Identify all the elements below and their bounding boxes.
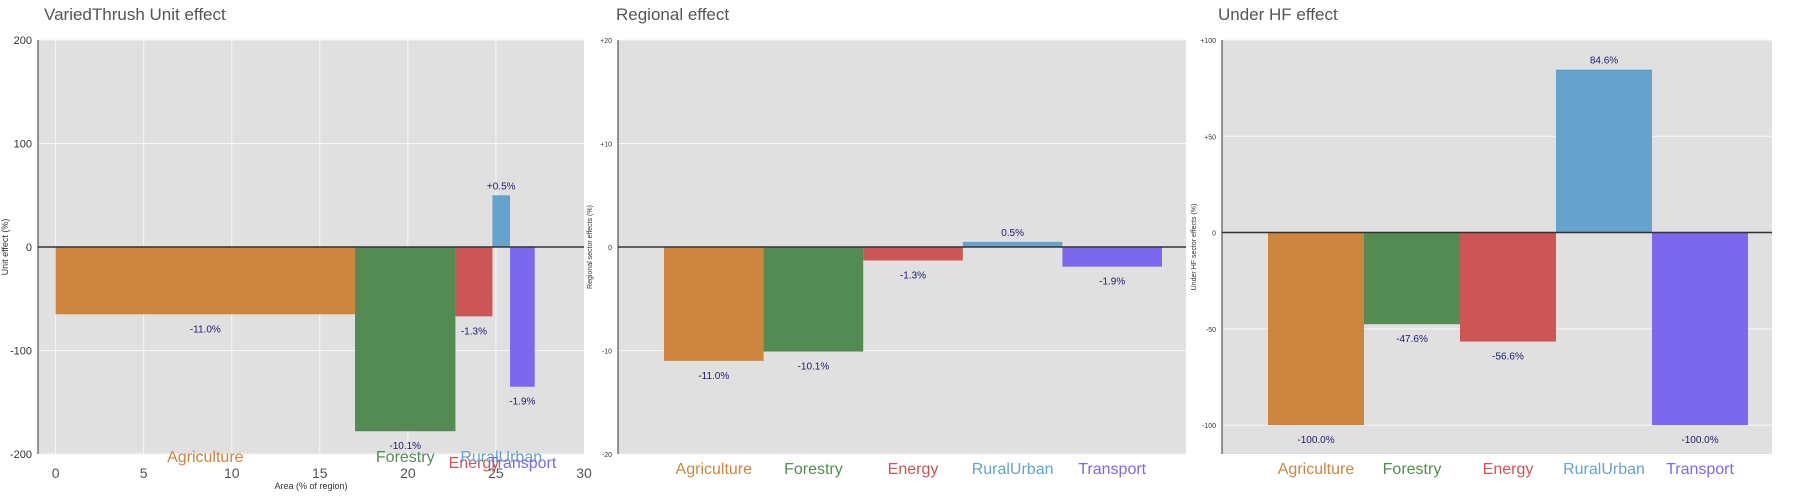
category-label: Forestry (784, 461, 843, 478)
x-tick-label: 0 (52, 465, 60, 481)
category-label: Forestry (1383, 461, 1442, 478)
x-tick-label: 30 (576, 465, 592, 481)
y-tick-label: 0 (1212, 231, 1216, 238)
bar-agriculture (664, 247, 764, 361)
y-tick-label: -50 (1206, 327, 1216, 334)
data-label: -1.3% (900, 270, 926, 281)
category-label: Forestry (376, 449, 435, 466)
y-tick-label: -100 (10, 346, 32, 358)
x-tick-label: 25 (488, 465, 504, 481)
y-tick-label: +10 (600, 142, 612, 149)
data-label: -11.0% (698, 371, 729, 382)
bar-ruralurban (1556, 69, 1652, 233)
data-label: -10.1% (389, 441, 421, 452)
bar-energy (1460, 232, 1556, 342)
data-label: -1.3% (461, 326, 487, 337)
data-label: +0.5% (487, 181, 516, 192)
category-label: Energy (449, 455, 500, 472)
y-tick-label: -10 (602, 349, 612, 356)
bar-forestry (355, 247, 456, 432)
chart-title: Under HF effect (1218, 5, 1338, 24)
bar-forestry (1364, 232, 1460, 325)
bar-ruralurban (962, 241, 1063, 247)
bar-ruralurban (492, 195, 511, 247)
bar-energy (863, 247, 963, 261)
bar-transport (1062, 247, 1162, 267)
y-tick-label: 0 (26, 242, 32, 254)
y-tick-label: 200 (14, 35, 32, 47)
data-label: -100.0% (1681, 435, 1718, 446)
bar-forestry (763, 247, 864, 352)
y-tick-label: +100 (1200, 38, 1216, 45)
bar-agriculture (55, 247, 356, 315)
x-tick-label: 15 (312, 465, 328, 481)
category-label: Energy (888, 461, 939, 478)
y-tick-label: 0 (608, 245, 612, 252)
data-label: -47.6% (1396, 334, 1428, 345)
y-tick-label: -20 (602, 452, 612, 459)
chart-title: Regional effect (616, 5, 729, 24)
chart-panel-2: Regional effect +20 +10 0 -10 -20 Regional sec… (587, 5, 1186, 478)
category-label: RuralUrban (460, 449, 542, 466)
bar-transport (510, 247, 535, 387)
bar-agriculture (1268, 232, 1364, 426)
data-label: -10.1% (798, 362, 830, 373)
x-tick-label: 10 (224, 465, 240, 481)
data-label: -100.0% (1297, 435, 1334, 446)
data-label: 84.6% (1590, 56, 1618, 67)
bar-transport (1652, 232, 1748, 426)
y-tick-label: -100 (1202, 423, 1216, 430)
chart-title: VariedThrush Unit effect (44, 5, 226, 24)
x-tick-label: 20 (400, 465, 416, 481)
category-label: RuralUrban (1563, 461, 1645, 478)
y-tick-label: 100 (14, 139, 32, 151)
data-label: -1.9% (1099, 277, 1125, 288)
category-label: RuralUrban (972, 461, 1054, 478)
x-tick-label: 5 (140, 465, 148, 481)
x-axis-label: Area (% of region) (274, 481, 347, 491)
category-label: Agriculture (676, 461, 753, 478)
y-tick-label: -200 (10, 449, 32, 461)
chart-panel-1: VariedThrush Unit effect2001000-100-200U… (0, 5, 592, 491)
y-tick-label: +50 (1204, 134, 1216, 141)
data-label: -1.9% (509, 397, 535, 408)
data-label: -11.0% (190, 324, 221, 335)
y-axis-label: Unit effect (%) (0, 219, 10, 276)
bar-energy (455, 247, 493, 317)
y-axis-label: Regional sector effects (%) (587, 205, 594, 289)
data-label: -56.6% (1492, 352, 1524, 363)
data-label: 0.5% (1001, 228, 1024, 239)
y-tick-label: +20 (600, 38, 612, 45)
category-label: Transport (1078, 461, 1146, 478)
chart-panel-3: Under HF effect +100 +50 0 -50 -100 Under HF s… (1191, 5, 1772, 478)
category-label: Agriculture (167, 449, 244, 466)
category-label: Transport (1666, 461, 1734, 478)
category-label: Agriculture (1278, 461, 1355, 478)
y-axis-label: Under HF sector effects (%) (1191, 204, 1198, 291)
category-label: Energy (1483, 461, 1534, 478)
category-label: Transport (488, 455, 556, 472)
